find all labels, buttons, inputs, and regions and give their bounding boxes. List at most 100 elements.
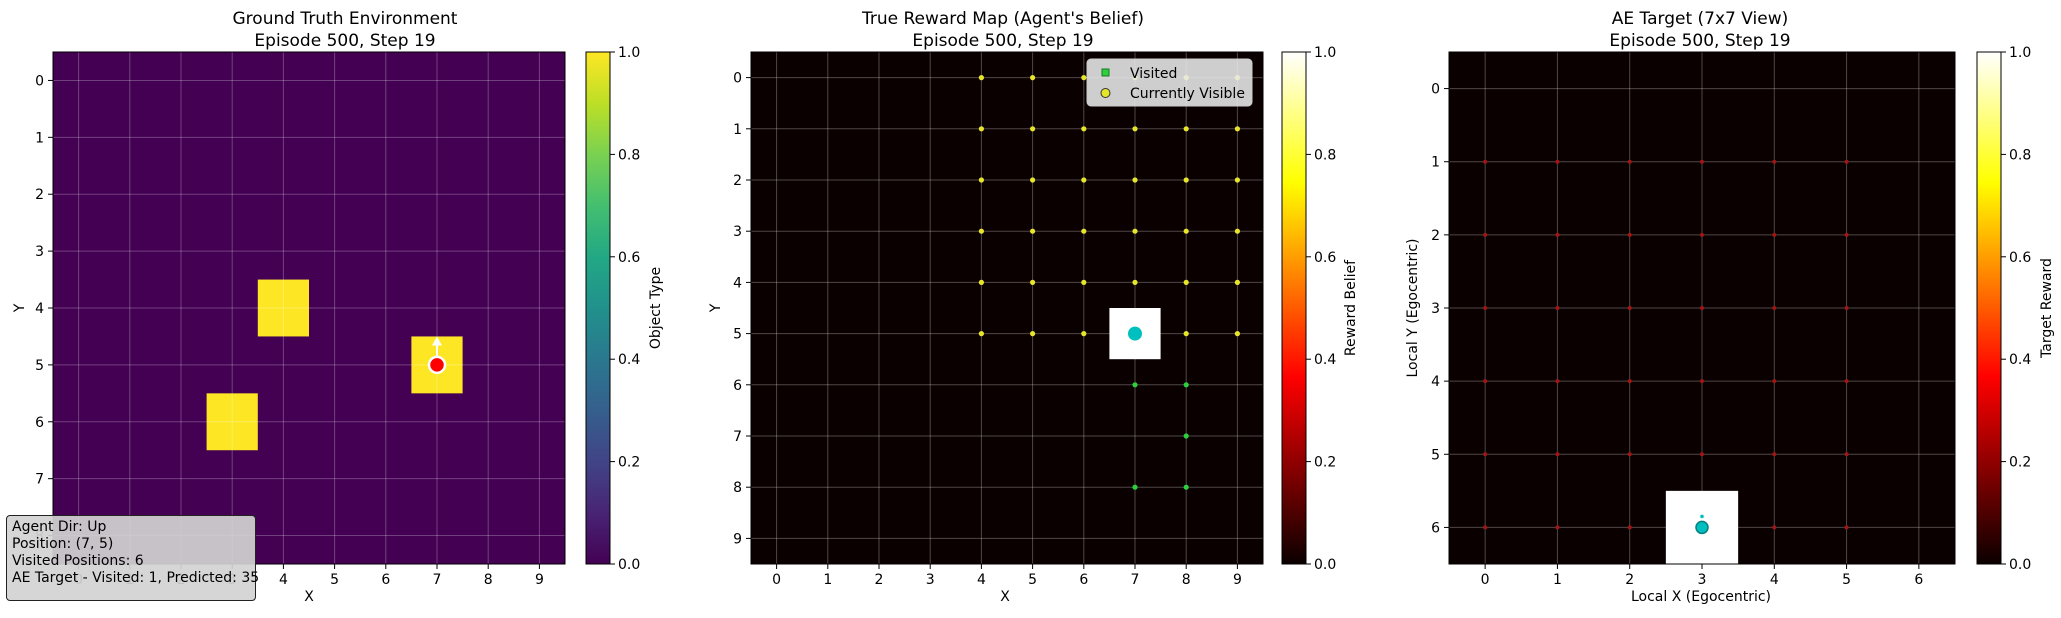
visible-point (978, 228, 985, 234)
visible-legend-icon (1100, 88, 1111, 98)
predicted-point (1844, 232, 1849, 237)
y-tick-label: 0 (733, 71, 742, 87)
colorbar-tick-label: 0.0 (2009, 557, 2031, 573)
visible-point (1081, 331, 1087, 337)
reward-belief-panel: True Reward Map (Agent's Belief) Episode… (708, 9, 1359, 605)
y-tick-label: 2 (35, 187, 44, 203)
predicted-point (1627, 306, 1632, 310)
visible-point (1132, 126, 1138, 132)
colorbar-label: Object Type (648, 267, 664, 349)
visible-point (1234, 279, 1240, 285)
predicted-point (1772, 306, 1777, 310)
colorbar-tick-label: 0.0 (618, 557, 640, 573)
colorbar-tick-label: 0.6 (1314, 250, 1336, 266)
visible-point (1183, 331, 1189, 337)
chart-title: True Reward Map (Agent's Belief) (861, 9, 1144, 29)
agent-dir-icon (1700, 514, 1704, 519)
x-tick-label: 0 (772, 572, 781, 588)
predicted-point (1772, 525, 1777, 530)
chart-subtitle: Episode 500, Step 19 (912, 31, 1093, 51)
x-tick-label: 6 (381, 572, 390, 588)
predicted-point (1555, 452, 1560, 457)
predicted-point (1555, 525, 1560, 530)
arrow-head-icon (432, 336, 442, 346)
predicted-point (1700, 159, 1704, 164)
colorbar-tick-label: 0.6 (2009, 250, 2031, 266)
x-tick-label: 4 (279, 572, 288, 588)
y-axis-label: Y (12, 303, 28, 313)
y-tick-label: 1 (1431, 155, 1440, 171)
x-tick-label: 6 (1914, 572, 1923, 588)
colorbar-tick-label: 0.4 (618, 352, 640, 368)
colorbar-tick-label: 0.0 (1314, 557, 1336, 573)
predicted-point (1700, 379, 1704, 384)
visible-point (1234, 177, 1240, 183)
colorbar (585, 51, 611, 565)
colorbar-tick-label: 0.6 (618, 250, 640, 266)
visible-point (1030, 279, 1036, 285)
visible-point (1234, 228, 1240, 234)
y-tick-label: 2 (733, 173, 742, 189)
visible-point (1030, 228, 1036, 234)
x-tick-label: 6 (1079, 572, 1088, 588)
ae-target-text: AE Target - Visited: 1, Predicted: 35 (12, 570, 260, 586)
axes-frame (750, 51, 1264, 565)
predicted-point (1844, 159, 1849, 164)
visible-point (978, 126, 985, 132)
x-tick-label: 3 (1698, 572, 1707, 588)
x-axis-label: Local X (Egocentric) (1631, 589, 1771, 605)
agent-marker (1128, 326, 1142, 341)
visible-point (1132, 279, 1138, 285)
agent-marker (1695, 520, 1709, 535)
x-tick-label: 4 (977, 572, 986, 588)
y-tick-label: 6 (733, 378, 742, 394)
chart-subtitle: Episode 500, Step 19 (1609, 31, 1790, 51)
visited-point (1132, 382, 1138, 388)
visited-point (1183, 382, 1189, 388)
predicted-point (1700, 452, 1704, 457)
ground-truth-panel: Ground Truth Environment Episode 500, St… (12, 9, 664, 605)
predicted-point (1483, 379, 1488, 384)
x-tick-label: 8 (1182, 572, 1191, 588)
visible-point (1132, 177, 1138, 183)
x-tick-label: 8 (484, 572, 493, 588)
visible-point (1081, 279, 1087, 285)
predicted-point (1772, 452, 1777, 457)
y-tick-label: 6 (35, 415, 44, 431)
y-tick-label: 4 (1431, 374, 1440, 390)
x-tick-label: 7 (1131, 572, 1140, 588)
y-tick-label: 0 (35, 73, 44, 89)
predicted-point (1772, 379, 1777, 384)
x-tick-label: 0 (1481, 572, 1490, 588)
visible-point (1183, 126, 1189, 132)
y-tick-label: 0 (1431, 82, 1440, 98)
y-axis-label: Y (708, 303, 724, 313)
predicted-point (1700, 232, 1704, 237)
x-tick-label: 1 (1553, 572, 1562, 588)
predicted-point (1627, 452, 1632, 457)
colorbar-tick-label: 0.8 (618, 147, 640, 163)
colorbar-label: Reward Belief (1343, 259, 1359, 356)
y-tick-label: 5 (35, 358, 44, 374)
predicted-point (1844, 452, 1849, 457)
legend: Visited Currently Visible (1086, 58, 1253, 107)
visible-point (1030, 177, 1036, 183)
x-axis-label: X (1000, 589, 1010, 605)
y-tick-label: 4 (35, 301, 44, 317)
y-tick-label: 1 (35, 130, 44, 146)
colorbar-tick-label: 0.8 (1314, 147, 1336, 163)
predicted-point (1555, 306, 1560, 310)
x-tick-label: 2 (875, 572, 884, 588)
y-tick-label: 3 (1431, 301, 1440, 317)
agent-direction-text: Agent Dir: Up (12, 519, 107, 535)
chart-subtitle: Episode 500, Step 19 (254, 31, 435, 51)
chart-title: AE Target (7x7 View) (1612, 9, 1788, 29)
colorbar-tick-label: 1.0 (618, 45, 640, 61)
x-axis-label: X (304, 589, 314, 605)
predicted-point (1844, 525, 1849, 530)
agent-position-text: Position: (7, 5) (12, 536, 114, 552)
visible-point (1081, 228, 1087, 234)
predicted-point (1844, 379, 1849, 384)
agent-info-box: Agent Dir: Up Position: (7, 5) Visited P… (6, 515, 260, 601)
chart-title: Ground Truth Environment (233, 9, 458, 29)
